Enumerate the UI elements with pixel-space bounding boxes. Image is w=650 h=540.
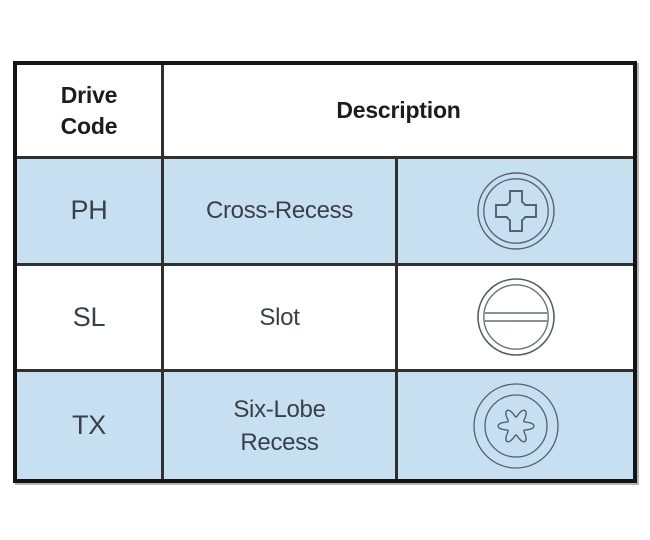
table-row-ph-icon-cell [398,159,633,266]
description-value: Slot [259,303,300,331]
table-row-sl-description-cell: Slot [164,265,398,373]
phillips-cross-recess-icon [476,172,555,250]
table-row-tx-code-cell: TX [17,372,164,479]
drive-code-value: TX [72,410,106,441]
table-row-sl-code-cell: SL [17,265,164,373]
description-value: Six-Lobe Recess [233,395,326,456]
table-row-sl-icon-cell [398,265,633,373]
header-cell-description: Description [164,65,633,159]
drive-code-value: PH [70,195,108,226]
header-label-description: Description [336,97,461,123]
slot-icon [476,278,555,357]
table-row-ph-code-cell: PH [17,159,164,266]
drive-code-table: Drive Code Description PH Cross-Recess S… [13,61,637,483]
table-row-tx-icon-cell [398,372,633,479]
header-cell-drive-code: Drive Code [17,65,164,159]
six-lobe-recess-icon [472,383,559,469]
description-value: Cross-Recess [205,197,354,225]
drive-code-value: SL [72,301,106,332]
table-row-ph-description-cell: Cross-Recess [164,159,398,266]
header-label-drive-code: Drive Code [60,81,118,139]
table-row-tx-description-cell: Six-Lobe Recess [164,372,398,479]
six-lobe-star [496,409,535,443]
